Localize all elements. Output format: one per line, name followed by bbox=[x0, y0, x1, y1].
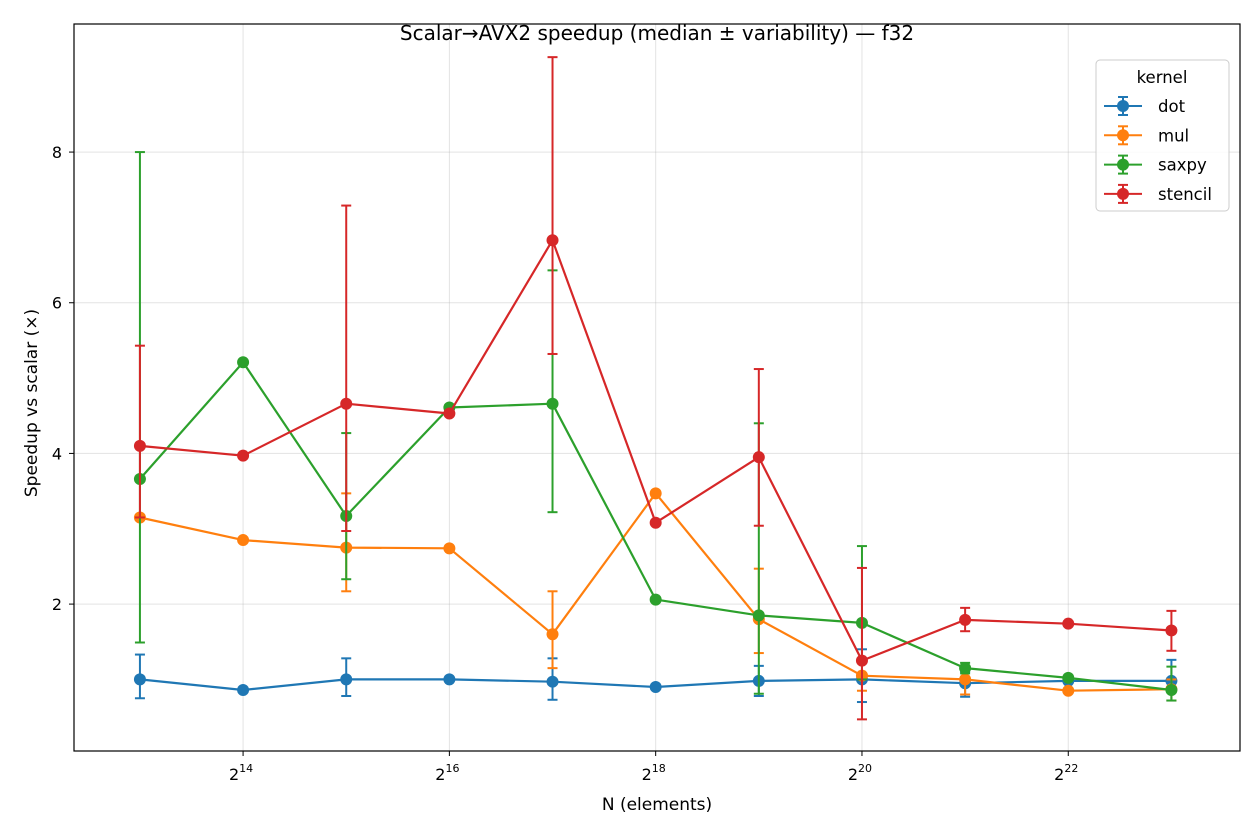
x-tick-label: 214 bbox=[229, 762, 253, 784]
x-tick-base: 2 bbox=[435, 765, 445, 784]
data-point bbox=[237, 356, 250, 369]
y-tick-label: 2 bbox=[52, 595, 62, 614]
data-point bbox=[443, 542, 456, 555]
x-tick-exponent: 16 bbox=[445, 762, 459, 775]
data-point bbox=[649, 487, 662, 500]
data-point bbox=[443, 673, 456, 686]
data-point bbox=[340, 397, 353, 410]
data-point bbox=[752, 609, 765, 622]
chart-title: Scalar→AVX2 speedup (median ± variabilit… bbox=[400, 21, 914, 45]
data-point bbox=[443, 407, 456, 420]
data-point bbox=[855, 654, 868, 667]
data-point bbox=[237, 683, 250, 696]
data-point bbox=[1165, 624, 1178, 637]
legend-entry-dot: dot bbox=[1104, 96, 1186, 116]
x-tick-label: 216 bbox=[435, 762, 459, 784]
data-point bbox=[959, 673, 972, 686]
legend-marker bbox=[1117, 187, 1129, 200]
legend-items: dot mul saxpy stencil bbox=[1104, 96, 1212, 204]
legend-marker bbox=[1117, 100, 1129, 112]
legend-label: dot bbox=[1158, 97, 1186, 116]
legend-entry-saxpy: saxpy bbox=[1104, 154, 1207, 175]
x-tick-base: 2 bbox=[1054, 765, 1064, 784]
legend-entry-mul: mul bbox=[1104, 125, 1189, 146]
legend-frame bbox=[1095, 59, 1230, 212]
x-tick-label: 220 bbox=[848, 762, 872, 784]
data-point bbox=[133, 439, 146, 452]
data-point bbox=[752, 451, 765, 464]
data-point bbox=[546, 397, 559, 410]
data-point bbox=[340, 673, 353, 686]
x-axis-label: N (elements) bbox=[602, 795, 712, 815]
data-point bbox=[133, 673, 146, 686]
data-point bbox=[959, 662, 972, 675]
series-layer bbox=[133, 56, 1178, 721]
x-tick-label: 222 bbox=[1054, 762, 1078, 784]
data-point bbox=[1062, 617, 1075, 630]
series-stencil bbox=[133, 56, 1178, 721]
y-tick-label: 4 bbox=[52, 444, 62, 463]
data-point bbox=[1165, 683, 1178, 696]
legend-title: kernel bbox=[1137, 68, 1188, 87]
x-tick-exponent: 18 bbox=[652, 762, 666, 775]
legend-marker bbox=[1117, 158, 1129, 171]
y-tick-label: 6 bbox=[52, 294, 62, 313]
data-point bbox=[546, 675, 559, 688]
data-point bbox=[546, 234, 559, 247]
data-point bbox=[649, 593, 662, 606]
data-point bbox=[237, 534, 250, 547]
y-tick-label: 8 bbox=[52, 143, 62, 162]
legend-label: mul bbox=[1158, 126, 1189, 145]
x-axis: 214 216 218 220 222 bbox=[229, 751, 1078, 784]
x-tick-label: 218 bbox=[642, 762, 666, 784]
x-tick-exponent: 20 bbox=[858, 762, 872, 775]
y-axis: 2 4 6 8 bbox=[52, 143, 74, 614]
legend-marker bbox=[1117, 129, 1129, 142]
legend-entry-stencil: stencil bbox=[1104, 183, 1212, 204]
legend: kernel dot mul saxpy stencil bbox=[1095, 59, 1230, 212]
data-point bbox=[546, 628, 559, 641]
data-point bbox=[649, 516, 662, 529]
data-point bbox=[959, 613, 972, 626]
x-tick-base: 2 bbox=[642, 765, 652, 784]
legend-label: stencil bbox=[1158, 185, 1212, 204]
x-tick-base: 2 bbox=[848, 765, 858, 784]
data-point bbox=[1062, 671, 1075, 684]
x-tick-base: 2 bbox=[229, 765, 239, 784]
data-point bbox=[649, 680, 662, 693]
y-axis-label: Speedup vs scalar (×) bbox=[22, 309, 42, 497]
x-tick-exponent: 14 bbox=[239, 762, 253, 775]
x-tick-exponent: 22 bbox=[1064, 762, 1078, 775]
plot-frame bbox=[73, 23, 1241, 752]
legend-label: saxpy bbox=[1158, 156, 1207, 175]
data-point bbox=[237, 449, 250, 462]
data-point bbox=[1062, 684, 1075, 697]
